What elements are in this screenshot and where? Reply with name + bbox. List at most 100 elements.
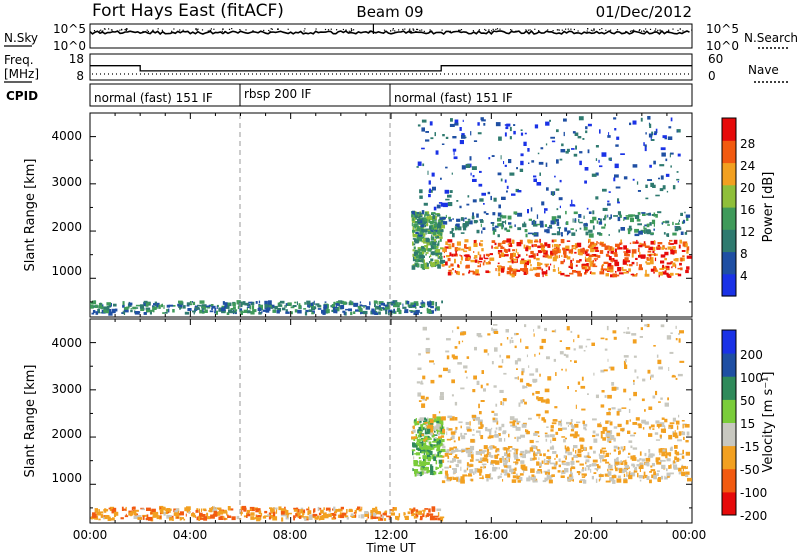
scatter-cell — [530, 264, 532, 267]
scatter-cell — [599, 218, 602, 222]
scatter-cell — [648, 406, 653, 410]
noise-search-dot — [655, 28, 657, 30]
scatter-cell — [437, 224, 442, 229]
scatter-cell — [608, 234, 610, 236]
scatter-cell — [662, 245, 665, 248]
scatter-cell — [285, 512, 288, 515]
scatter-cell — [480, 223, 482, 228]
scatter-cell — [439, 257, 441, 261]
scatter-cell — [514, 377, 518, 380]
noise-search-dot — [196, 29, 198, 31]
scatter-cell — [429, 444, 433, 448]
scatter-cell — [462, 474, 468, 477]
scatter-cell — [434, 227, 437, 231]
scatter-cell — [418, 250, 421, 254]
scatter-cell — [280, 513, 286, 517]
scatter-cell — [652, 260, 654, 262]
scatter-cell — [578, 214, 582, 218]
scatter-cell — [239, 301, 243, 306]
scatter-cell — [613, 252, 618, 255]
scatter-cell — [535, 272, 540, 277]
scatter-cell — [378, 311, 381, 315]
scatter-cell — [159, 505, 164, 511]
scatter-cell — [466, 426, 471, 431]
scatter-cell — [440, 421, 444, 426]
scatter-cell — [632, 164, 638, 168]
scatter-cell — [526, 431, 530, 435]
scatter-cell — [412, 249, 415, 252]
scatter-cell — [209, 507, 211, 510]
scatter-cell — [338, 508, 343, 512]
scatter-cell — [637, 223, 642, 226]
scatter-cell — [475, 458, 480, 462]
scatter-cell — [629, 264, 633, 267]
scatter-cell — [501, 224, 504, 230]
scatter-cell — [449, 447, 454, 452]
scatter-cell — [555, 454, 558, 458]
noise-right-tick-top: 10^5 — [706, 22, 739, 36]
scatter-cell — [526, 354, 528, 358]
scatter-cell — [677, 267, 681, 270]
scatter-cell — [224, 305, 227, 309]
scatter-cell — [679, 239, 682, 244]
scatter-cell — [159, 508, 163, 513]
scatter-cell — [623, 272, 628, 274]
scatter-cell — [571, 425, 575, 430]
scatter-cell — [480, 452, 482, 456]
scatter-cell — [556, 208, 559, 211]
scatter-cell — [639, 242, 642, 245]
scatter-cell — [131, 506, 133, 511]
scatter-cell — [546, 356, 550, 360]
scatter-cell — [604, 455, 606, 458]
scatter-cell — [672, 221, 674, 226]
scatter-cell — [620, 460, 623, 463]
scatter-cell — [425, 217, 430, 220]
scatter-cell — [179, 511, 184, 516]
scatter-cell — [669, 351, 674, 354]
scatter-cell — [413, 251, 418, 257]
scatter-cell — [145, 309, 151, 313]
scatter-cell — [644, 224, 649, 227]
scatter-cell — [488, 447, 490, 450]
scatter-cell — [581, 408, 586, 411]
scatter-cell — [551, 239, 555, 243]
scatter-cell — [434, 260, 439, 264]
scatter-cell — [685, 467, 688, 469]
scatter-cell — [431, 234, 433, 238]
scatter-cell — [143, 302, 146, 307]
scatter-cell — [418, 234, 423, 237]
scatter-cell — [577, 334, 580, 338]
scatter-cell — [679, 360, 685, 363]
scatter-cell — [429, 515, 435, 521]
scatter-cell — [626, 216, 630, 220]
scatter-cell — [206, 512, 209, 517]
noise-search-dot — [534, 28, 536, 30]
scatter-cell — [364, 512, 369, 517]
scatter-cell — [432, 417, 435, 420]
scatter-cell — [383, 304, 388, 307]
scatter-cell — [545, 264, 548, 268]
scatter-cell — [541, 460, 544, 464]
scatter-cell — [660, 175, 664, 180]
scatter-cell — [232, 302, 236, 307]
scatter-cell — [653, 345, 656, 347]
scatter-cell — [617, 267, 622, 272]
scatter-cell — [613, 336, 617, 340]
scatter-cell — [511, 239, 514, 244]
scatter-cell — [172, 305, 176, 307]
scatter-cell — [423, 202, 428, 206]
scatter-cell — [487, 428, 492, 432]
scatter-cell — [613, 177, 616, 182]
scatter-cell — [313, 509, 315, 513]
scatter-cell — [430, 379, 435, 384]
scatter-cell — [595, 248, 599, 252]
scatter-cell — [201, 304, 207, 309]
scatter-cell — [641, 243, 647, 247]
scatter-cell — [334, 508, 338, 514]
scatter-cell — [221, 307, 226, 312]
scatter-cell — [479, 411, 482, 415]
scatter-cell — [513, 453, 518, 458]
scatter-cell — [380, 514, 383, 517]
scatter-cell — [544, 210, 546, 214]
scatter-cell — [386, 515, 391, 518]
